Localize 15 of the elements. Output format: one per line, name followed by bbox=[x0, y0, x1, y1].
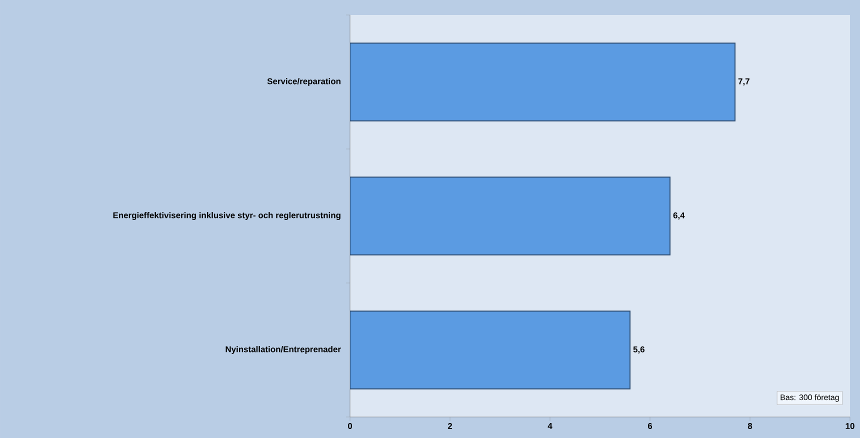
x-tick-label: 0 bbox=[348, 423, 352, 430]
y-tick-label: Energieffektivisering inklusive styr- och reglerutrustning bbox=[113, 212, 340, 220]
data-label: 5,6 bbox=[633, 346, 644, 354]
data-label: 7,7 bbox=[738, 78, 750, 86]
x-tick-label: 6 bbox=[648, 423, 652, 430]
y-tick-label: Nyinstallation/Entreprenader bbox=[226, 346, 341, 354]
bar bbox=[350, 176, 671, 256]
x-tick-label: 8 bbox=[748, 423, 752, 430]
x-tick-label: 10 bbox=[846, 423, 854, 430]
bar bbox=[350, 42, 736, 122]
bar bbox=[350, 310, 631, 390]
x-tick-label: 2 bbox=[448, 423, 452, 429]
data-label: 6,4 bbox=[673, 212, 685, 220]
x-tick-label: 4 bbox=[548, 423, 552, 429]
y-tick-label: Service/reparation bbox=[267, 78, 340, 86]
